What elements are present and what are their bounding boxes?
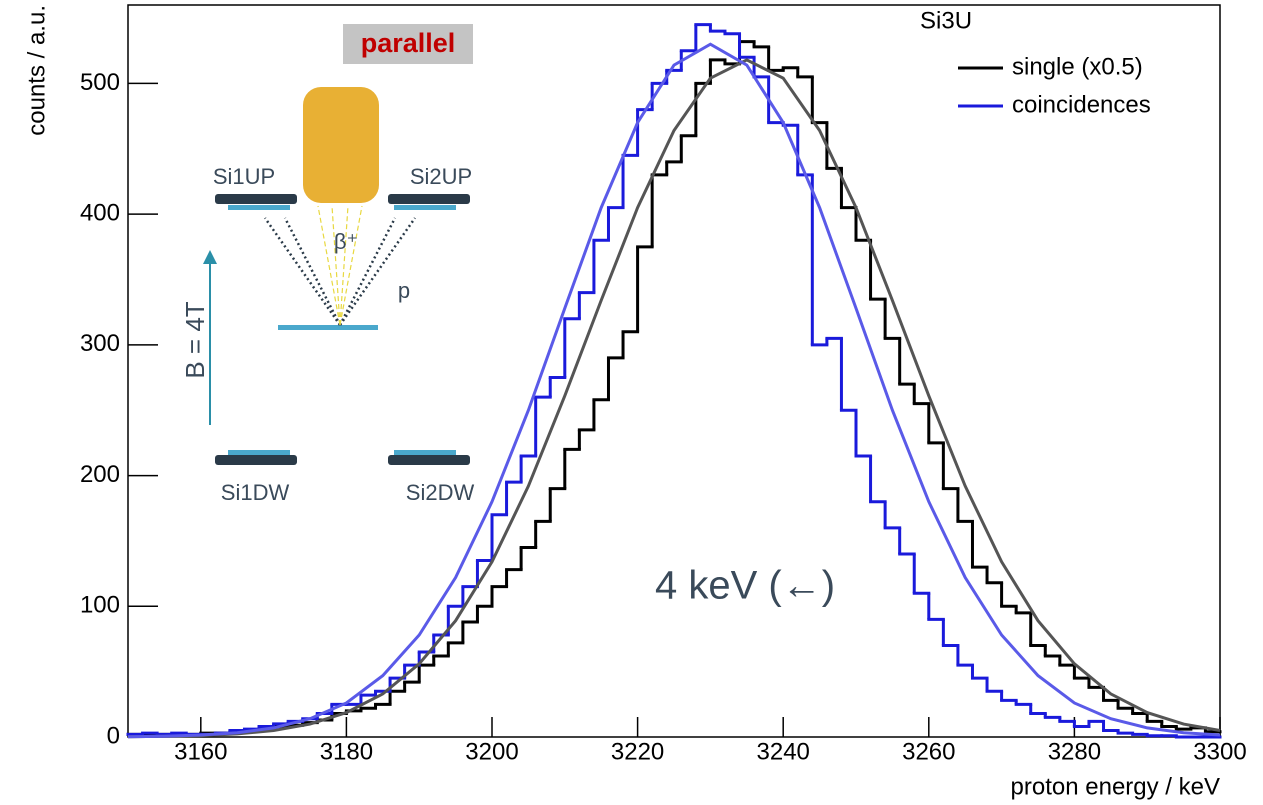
fit-curve bbox=[127, 42, 1221, 739]
detector-layer bbox=[228, 450, 290, 455]
legend-label: coincidences bbox=[1012, 91, 1151, 118]
x-tick-label: 3260 bbox=[902, 738, 955, 765]
detector-label: Si2DW bbox=[406, 480, 475, 505]
inset-title: parallel bbox=[361, 28, 456, 58]
x-tick-label: 3300 bbox=[1193, 738, 1246, 765]
plot-frame bbox=[127, 4, 1221, 738]
x-tick-label: 3240 bbox=[757, 738, 810, 765]
x-tick-label: 3160 bbox=[174, 738, 227, 765]
y-tick-label: 0 bbox=[107, 722, 120, 749]
detector-layer bbox=[228, 205, 290, 210]
detector-layer bbox=[394, 205, 456, 210]
x-tick-label: 3200 bbox=[465, 738, 518, 765]
fit-curve bbox=[127, 58, 1221, 739]
y-tick-label: 300 bbox=[80, 330, 120, 357]
field-label: B = 4T bbox=[180, 301, 210, 378]
legend-title: Si3U bbox=[920, 7, 972, 34]
detector bbox=[388, 455, 470, 465]
detector-layer bbox=[394, 450, 456, 455]
beta-paths bbox=[317, 205, 363, 326]
source bbox=[303, 87, 379, 203]
detector-label: Si2UP bbox=[410, 164, 472, 189]
x-tick-label: 3220 bbox=[611, 738, 664, 765]
target bbox=[278, 325, 378, 330]
field-arrowhead bbox=[203, 250, 217, 264]
y-tick-label: 500 bbox=[80, 69, 120, 96]
detector-label: Si1UP bbox=[213, 164, 275, 189]
y-tick-label: 200 bbox=[80, 461, 120, 488]
y-tick-label: 100 bbox=[80, 592, 120, 619]
detector bbox=[215, 194, 297, 204]
x-tick-label: 3180 bbox=[320, 738, 373, 765]
inset-diagram: parallel Si1UP Si2UP β⁺ p B = 4T Si1DW S… bbox=[180, 24, 475, 505]
x-axis-label: proton energy / keV bbox=[1011, 773, 1220, 800]
y-tick-label: 400 bbox=[80, 199, 120, 226]
detector bbox=[388, 194, 470, 204]
proton-label: p bbox=[398, 278, 410, 303]
proton-paths bbox=[263, 217, 417, 326]
y-axis-label: counts / a.u. bbox=[23, 5, 50, 136]
beta-label: β⁺ bbox=[334, 229, 358, 254]
inset-title-box bbox=[343, 24, 473, 64]
annotation: 4 keV (←) bbox=[655, 564, 835, 608]
x-tick-label: 3280 bbox=[1048, 738, 1101, 765]
legend-label: single (x0.5) bbox=[1012, 53, 1143, 80]
detector bbox=[215, 455, 297, 465]
detector-label: Si1DW bbox=[221, 480, 290, 505]
